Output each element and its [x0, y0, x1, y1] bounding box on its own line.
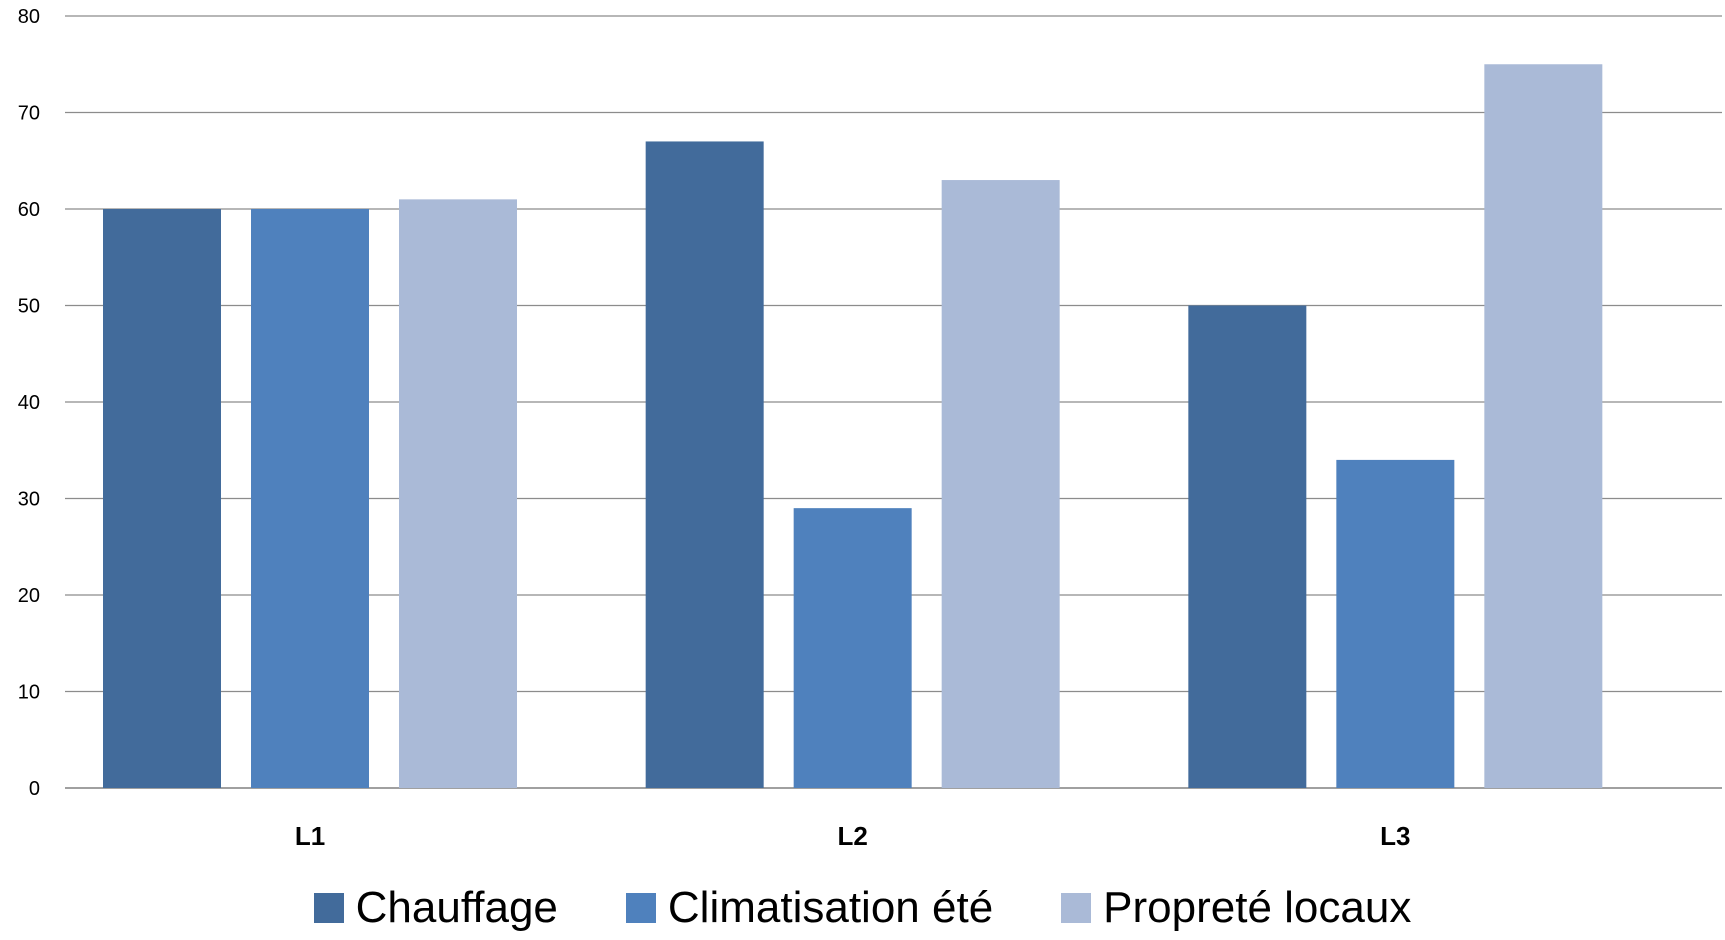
bar-chauffage-l2 [645, 141, 764, 788]
legend-label-chauffage: Chauffage [355, 883, 558, 932]
x-category-label: L3 [1380, 821, 1410, 851]
legend: Chauffage Climatisation été Propreté loc… [0, 880, 1725, 936]
y-tick-label: 20 [18, 585, 40, 607]
legend-swatch-climatisation [625, 893, 656, 923]
legend-label-climatisation: Climatisation été [667, 883, 994, 932]
bar-chart: 0 10 20 30 40 50 60 70 80 L1 L2 L3 [18, 6, 1722, 851]
legend-item-proprete: Propreté locaux [1061, 886, 1411, 930]
y-tick-label: 10 [18, 682, 40, 704]
bar-proprete-l2 [941, 180, 1060, 789]
y-tick-label: 70 [18, 103, 40, 125]
legend-label-proprete: Propreté locaux [1103, 883, 1412, 932]
bar-proprete-l1 [399, 199, 517, 789]
y-tick-label: 30 [18, 489, 40, 511]
bar-climatisation-l1 [251, 209, 369, 788]
y-tick-label: 0 [29, 778, 40, 800]
y-tick-label: 60 [18, 199, 40, 221]
legend-item-chauffage: Chauffage [313, 883, 558, 932]
y-tick-label: 40 [18, 392, 40, 414]
legend-item-climatisation: Climatisation été [625, 883, 994, 932]
bar-chauffage-l1 [103, 209, 221, 788]
x-category-label: L2 [837, 821, 867, 851]
bar-climatisation-l3 [1336, 459, 1455, 788]
legend-swatch-proprete [1061, 893, 1092, 923]
bar-chauffage-l3 [1188, 305, 1307, 788]
y-tick-label: 50 [18, 296, 40, 318]
y-tick-label: 80 [18, 6, 40, 28]
legend-swatch-chauffage [313, 893, 344, 923]
x-category-label: L1 [295, 821, 325, 851]
bar-climatisation-l2 [793, 508, 912, 788]
bar-proprete-l3 [1484, 64, 1603, 788]
